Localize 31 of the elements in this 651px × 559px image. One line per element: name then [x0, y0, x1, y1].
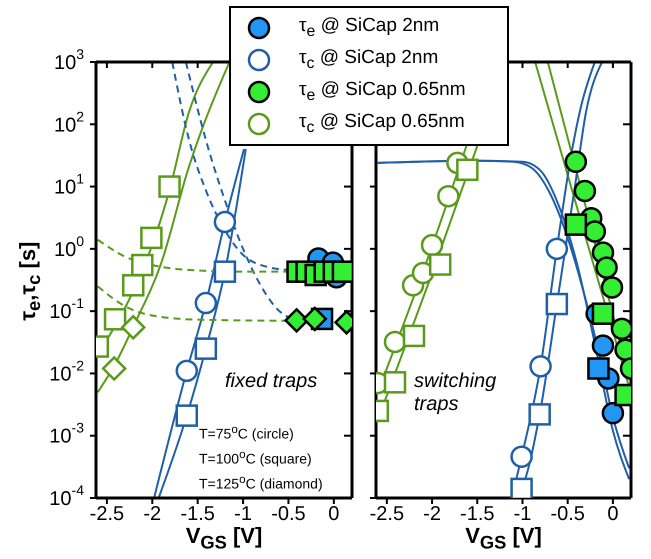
y-tick-label: 10$^{0}$: [54, 233, 84, 261]
y-tick-label: 10$^{-4}$: [49, 482, 84, 510]
x-tick-label: 0: [607, 503, 618, 526]
y-tick-label: 10$^{-2}$: [49, 358, 84, 386]
x-tick-label: -0.5: [550, 503, 585, 526]
y-tick-label: 10$^{-3}$: [49, 420, 84, 448]
x-tick-label: -2: [423, 503, 441, 526]
text: τ$_{e}$ @ SiCap 0.65nm: [299, 79, 466, 104]
y-tick-label: 10$^{3}$: [54, 46, 84, 74]
annotation: fixed traps: [225, 370, 318, 393]
annotation: switching traps: [414, 370, 496, 416]
legend-label: τ$_{e}$ @ SiCap 2nm: [299, 15, 440, 41]
x-tick-label: -1: [514, 503, 532, 526]
x-axis-title: V$_{GS}$ [V]: [186, 523, 262, 552]
annotation: T=75$^{o}$C (circle): [199, 422, 294, 444]
x-tick-label: -1.5: [180, 503, 215, 526]
x-tick-label: -1.5: [460, 503, 495, 526]
y-tick-label: 10$^{2}$: [54, 108, 84, 136]
y-tick-label: 10$^{-1}$: [49, 295, 84, 324]
x-tick-label: -2: [143, 503, 162, 526]
x-tick-label: 0: [328, 503, 340, 526]
y-tick-label: 10$^{1}$: [54, 170, 84, 199]
x-tick-label: -2.5: [370, 503, 404, 526]
annotation: T=125$^{o}$C (diamond): [199, 472, 323, 494]
legend-label: τ$_{c}$ @ SiCap 2nm: [299, 47, 438, 73]
text: τ$_{c}$ @ SiCap 0.65nm: [299, 111, 465, 136]
x-tick-label: -1: [234, 503, 252, 526]
annotation: T=100$^{o}$C (square): [199, 447, 312, 469]
x-tick-label: -2.5: [90, 503, 124, 526]
x-axis-title: V$_{GS}$ [V]: [465, 523, 542, 552]
x-tick-label: -0.5: [271, 503, 306, 526]
